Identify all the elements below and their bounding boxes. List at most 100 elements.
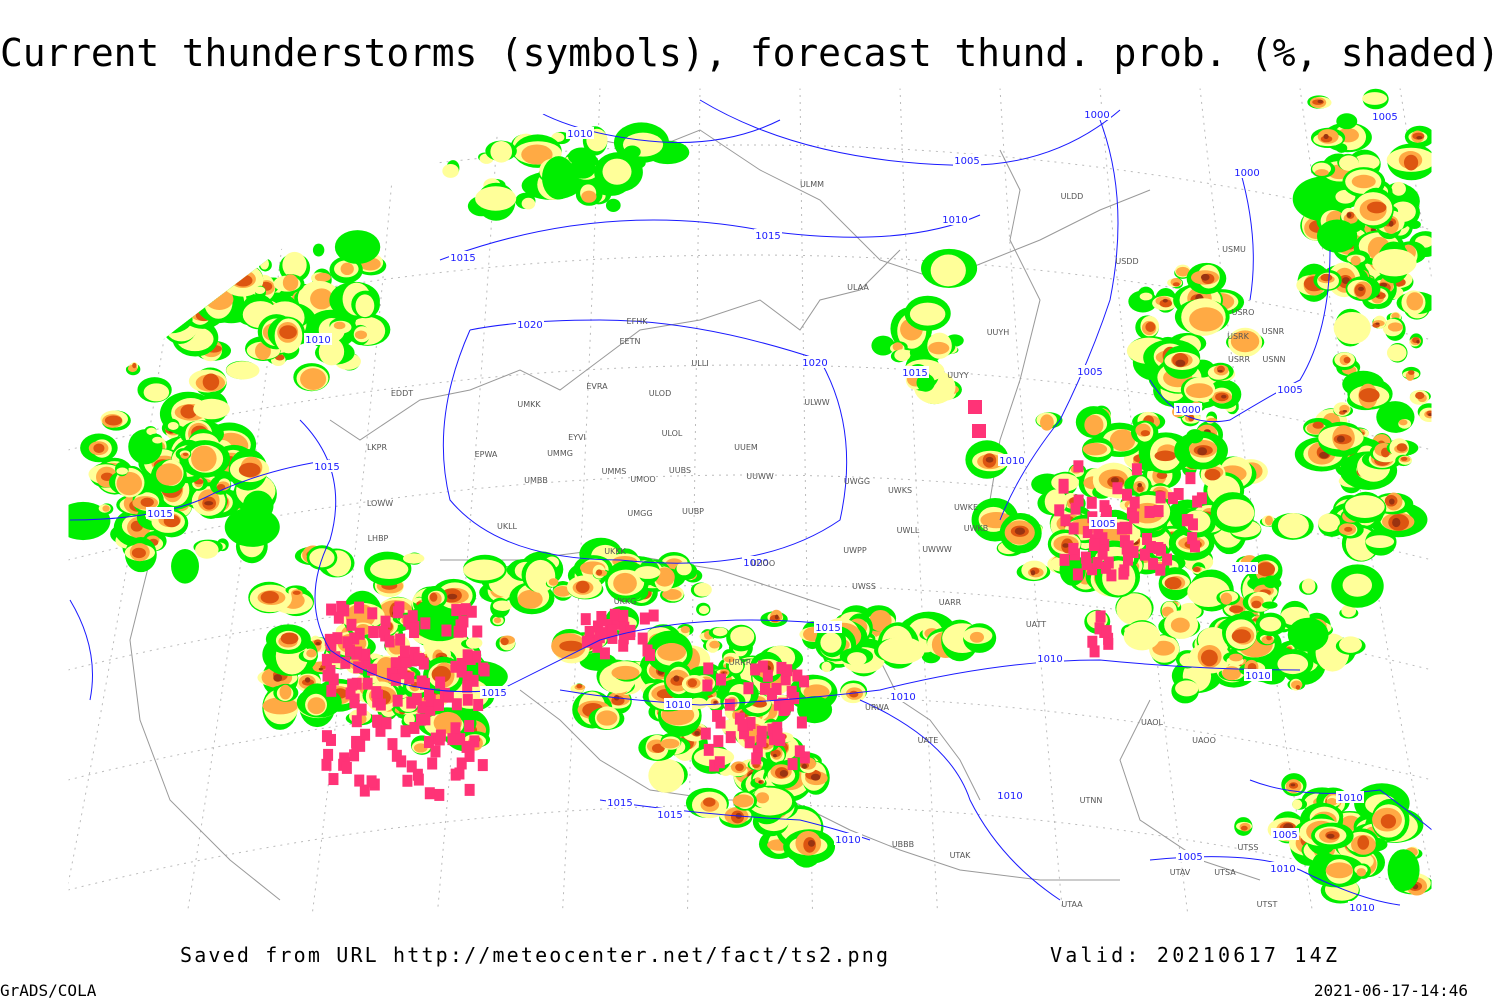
isobar-label: 1010 — [1037, 654, 1062, 665]
probability-shading — [1406, 292, 1424, 311]
thunderstorm-symbol — [351, 715, 362, 728]
thunderstorm-symbol — [404, 672, 415, 685]
station-code: UWSS — [852, 582, 876, 591]
probability-shading — [1189, 307, 1224, 332]
isobar-label-bg — [801, 356, 829, 368]
isobar — [1249, 779, 1432, 831]
probability-shading — [68, 501, 111, 541]
thunderstorm-symbol — [406, 760, 417, 773]
probability-shading — [662, 588, 682, 600]
thunderstorm-symbol — [416, 675, 427, 688]
thunderstorm-symbol — [381, 717, 392, 730]
probability-shading — [1137, 482, 1142, 488]
station-code: UWKS — [888, 486, 912, 495]
thunderstorm-symbol — [1081, 558, 1092, 571]
probability-shading — [581, 190, 597, 203]
isobar-label-bg — [1244, 669, 1272, 681]
thunderstorm-symbol — [333, 611, 344, 624]
probability-shading — [1109, 429, 1136, 452]
station-code: UMGG — [627, 509, 652, 518]
station-code: EVRA — [586, 382, 608, 391]
thunderstorm-symbol — [451, 604, 462, 617]
probability-shading — [1277, 513, 1309, 539]
thunderstorm-symbol — [349, 696, 360, 709]
probability-shading — [712, 627, 728, 637]
probability-shading — [340, 262, 354, 276]
isobar-label: 1010 — [999, 456, 1024, 467]
probability-shading — [216, 484, 226, 491]
station-code: EDDT — [391, 389, 413, 398]
probability-shading — [148, 296, 195, 334]
thunderstorm-symbol — [456, 658, 467, 671]
thunderstorm-symbol — [1155, 563, 1166, 576]
thunderstorm-symbol — [367, 663, 378, 676]
isobar-label: 1010 — [1231, 564, 1256, 575]
thunderstorm-symbol — [1073, 460, 1084, 473]
thunderstorm-symbol — [1097, 547, 1108, 560]
probability-shading — [1277, 653, 1309, 675]
station-code: EFHK — [627, 317, 649, 326]
isobar-label-bg — [566, 127, 594, 139]
thunderstorm-symbol — [780, 673, 791, 686]
probability-shading — [262, 697, 298, 715]
thunderstorm-symbol — [799, 751, 810, 764]
thunderstorm-symbol — [472, 625, 483, 638]
thunderstorm-symbol — [1162, 553, 1173, 566]
thunderstorm-symbol — [972, 424, 986, 438]
isobar-label: 1015 — [815, 623, 840, 634]
thunderstorm-symbol — [580, 613, 591, 626]
thunderstorm-symbol — [441, 624, 452, 637]
isobar-label: 1015 — [314, 462, 339, 473]
probability-shading — [279, 684, 292, 700]
thunderstorm-symbol — [479, 664, 490, 677]
station-code: ULAA — [847, 283, 869, 292]
probability-shading — [475, 186, 517, 211]
thunderstorm-symbol — [756, 735, 767, 748]
station-code: UARR — [939, 598, 962, 607]
thunderstorm-symbol — [780, 702, 791, 715]
probability-shading — [1362, 92, 1388, 105]
thunderstorm-symbol — [625, 624, 636, 637]
isobar-label: 1015 — [657, 810, 682, 821]
probability-shading — [1325, 862, 1353, 879]
thunderstorm-symbol — [1148, 557, 1159, 570]
probability-shading — [1301, 578, 1316, 594]
probability-shading — [304, 677, 311, 683]
thunderstorm-symbol — [786, 685, 797, 698]
station-code: UWLL — [897, 526, 920, 535]
isobar-label-bg — [1233, 166, 1261, 178]
probability-shading — [1221, 394, 1227, 399]
thunderstorm-symbol — [321, 758, 332, 771]
thunderstorm-symbol — [772, 728, 783, 741]
thunderstorm-symbol — [1122, 488, 1133, 501]
probability-shading — [68, 308, 102, 347]
station-code: UUEM — [734, 443, 758, 452]
probability-shading — [150, 299, 186, 328]
thunderstorm-symbol — [1058, 478, 1069, 491]
thunderstorm-symbol — [1139, 548, 1150, 561]
isobar — [519, 99, 781, 143]
thunderstorm-symbol — [776, 661, 787, 674]
probability-shading — [730, 626, 755, 647]
probability-shading — [1403, 154, 1419, 171]
thunderstorm-symbol — [1089, 645, 1100, 658]
station-code: UUBP — [682, 507, 704, 516]
probability-shading — [758, 780, 762, 784]
thunderstorm-symbol — [420, 713, 431, 726]
probability-shading — [1156, 471, 1168, 480]
isobar-label: 1010 — [890, 692, 915, 703]
probability-shading — [1062, 543, 1070, 548]
probability-shading — [465, 637, 483, 649]
isobar-label-bg — [834, 833, 862, 845]
probability-shading — [113, 279, 156, 314]
station-code: ULDD — [1061, 192, 1084, 201]
probability-shading — [1432, 819, 1450, 833]
probability-shading — [1110, 477, 1119, 484]
thunderstorm-symbol — [326, 603, 337, 616]
station-code: UWKB — [964, 524, 989, 533]
probability-shading — [1159, 299, 1173, 308]
thunderstorm-symbol — [596, 614, 607, 627]
probability-shading — [117, 302, 134, 315]
thunderstorm-symbol — [328, 773, 339, 786]
